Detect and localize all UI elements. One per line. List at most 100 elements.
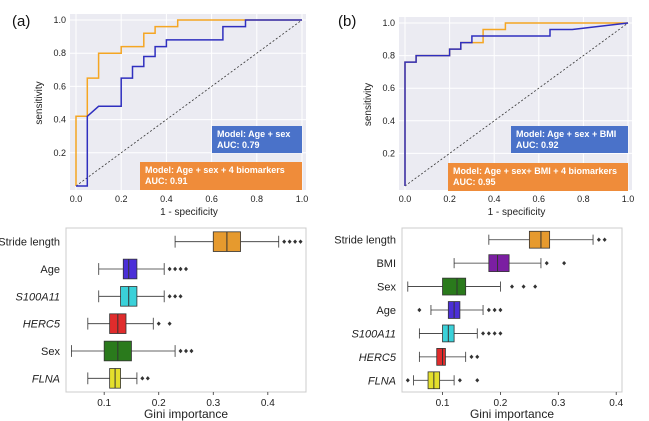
- box-outlier: [521, 284, 526, 289]
- roc-y-tick-label: 1.0: [53, 15, 66, 25]
- box-row: Sex: [41, 340, 194, 362]
- box-category-label: HERC5: [359, 352, 397, 364]
- box-x-tick-label: 0.2: [152, 398, 166, 409]
- panel-label: (a): [12, 13, 30, 30]
- roc-legend-name: Model: Age + sex+ BMI + 4 biomarkers: [453, 166, 617, 176]
- roc-legend-name: Model: Age + sex + BMI: [516, 129, 616, 139]
- box-outlier: [287, 239, 292, 244]
- roc-legend-auc: AUC: 0.91: [145, 176, 188, 186]
- roc-series-line: [404, 22, 629, 186]
- box-outlier: [140, 376, 145, 381]
- box-outlier: [298, 239, 303, 244]
- roc-y-tick-label: 0.2: [382, 148, 395, 158]
- roc-chart: 0.0 0.2 0.4 0.6 0.8 1.0 0.2 0.4 0.6 0.8 1.0 1 - spe…: [34, 14, 308, 218]
- roc-x-tick-label: 0.4: [160, 194, 173, 204]
- roc-x-tick-label: 0.0: [70, 194, 83, 204]
- box-outlier: [173, 294, 178, 299]
- box-x-tick-label: 0.2: [493, 398, 507, 409]
- box-row: FLNA: [32, 368, 150, 389]
- box-outlier: [492, 307, 497, 313]
- roc-chance-line: [75, 19, 303, 187]
- box-row: Stride length: [334, 230, 607, 249]
- box-outlier: [173, 266, 178, 272]
- roc-x-tick-label: 1.0: [622, 194, 635, 204]
- box-outlier: [486, 307, 491, 313]
- box-outlier: [178, 266, 183, 272]
- box-iqr: [488, 254, 510, 272]
- box-category-label: Age: [376, 305, 396, 317]
- box-outlier: [492, 331, 497, 336]
- box-row: BMI: [376, 254, 567, 272]
- roc-legend-name: Model: Age + sex + 4 biomarkers: [145, 165, 285, 175]
- box-chart: Stride length BMI Sex Age S100A11 HERC5 FLNA 0.…: [334, 227, 624, 421]
- box-outlier: [475, 354, 480, 360]
- box-outlier: [533, 284, 538, 289]
- roc-y-tick-label: 1.0: [382, 18, 395, 28]
- box-outlier: [475, 378, 480, 383]
- box-x-axis-label: Gini importance: [144, 407, 228, 421]
- box-iqr: [442, 277, 467, 296]
- box-outlier: [178, 348, 183, 354]
- box-category-label: Age: [40, 264, 60, 276]
- roc-legend-bg: [212, 126, 302, 153]
- box-category-label: FLNA: [368, 375, 396, 387]
- box-outlier: [510, 284, 514, 289]
- box-row: Age: [40, 258, 188, 280]
- roc-x-tick-label: 0.0: [399, 194, 412, 204]
- roc-x-tick-label: 0.4: [488, 194, 501, 204]
- box-x-tick-label: 0.4: [609, 398, 623, 409]
- box-x-tick-label: 0.3: [206, 398, 220, 409]
- box-outlier: [602, 237, 607, 242]
- box-category-label: Sex: [377, 282, 396, 294]
- box-outlier: [481, 331, 486, 336]
- roc-x-tick-label: 0.6: [533, 194, 546, 204]
- box-outlier: [405, 378, 410, 383]
- box-plot-area: [65, 227, 307, 393]
- box-outlier: [167, 294, 172, 299]
- roc-plot-area: [399, 17, 632, 190]
- roc-chart: 0.0 0.2 0.4 0.6 0.8 1.0 0.2 0.4 0.6 0.8 1.0 1 - spe…: [363, 17, 634, 218]
- box-category-label: Sex: [41, 346, 60, 358]
- box-row: Stride length: [0, 231, 303, 252]
- box-chart: Stride length Age S100A11 HERC5 Sex FLNA 0.1 0.…: [0, 227, 307, 421]
- roc-y-tick-label: 0.6: [382, 83, 395, 93]
- box-x-tick-label: 0.3: [551, 398, 565, 409]
- roc-x-axis-label: 1 - specificity: [160, 207, 218, 218]
- box-outlier: [562, 260, 567, 266]
- roc-legend-bg: [448, 163, 628, 191]
- box-outlier: [189, 348, 194, 354]
- roc-x-tick-label: 0.2: [443, 194, 456, 204]
- box-row: Age: [376, 301, 503, 319]
- roc-legend-box: Model: Age + sex+ BMI + 4 biomarkersAUC:…: [448, 163, 628, 191]
- roc-series-line: [75, 19, 302, 186]
- roc-y-tick-label: 0.8: [53, 48, 66, 58]
- box-row: S100A11: [16, 286, 183, 307]
- roc-x-tick-label: 1.0: [296, 194, 309, 204]
- roc-x-tick-label: 0.8: [251, 194, 264, 204]
- box-iqr: [122, 258, 138, 280]
- roc-y-tick-label: 0.4: [53, 115, 66, 125]
- box-outlier: [486, 331, 491, 336]
- roc-legend-auc: AUC: 0.92: [516, 140, 559, 150]
- box-outlier: [498, 307, 503, 313]
- box-iqr: [436, 348, 446, 366]
- roc-y-tick-label: 0.8: [382, 51, 395, 61]
- box-outlier: [544, 260, 549, 266]
- box-row: FLNA: [368, 371, 480, 390]
- box-outlier: [178, 294, 183, 299]
- box-category-label: Stride length: [0, 237, 60, 249]
- box-outlier: [469, 354, 474, 360]
- box-category-label: HERC5: [23, 319, 61, 331]
- roc-plot-area: [70, 14, 306, 190]
- roc-legend-name: Model: Age + sex: [217, 129, 290, 139]
- box-category-label: BMI: [376, 258, 396, 270]
- box-outlier: [417, 307, 422, 313]
- box-row: Sex: [377, 277, 538, 296]
- box-outlier: [457, 378, 462, 383]
- box-outlier: [184, 348, 188, 354]
- box-row: HERC5: [359, 348, 480, 366]
- box-row: S100A11: [352, 324, 503, 343]
